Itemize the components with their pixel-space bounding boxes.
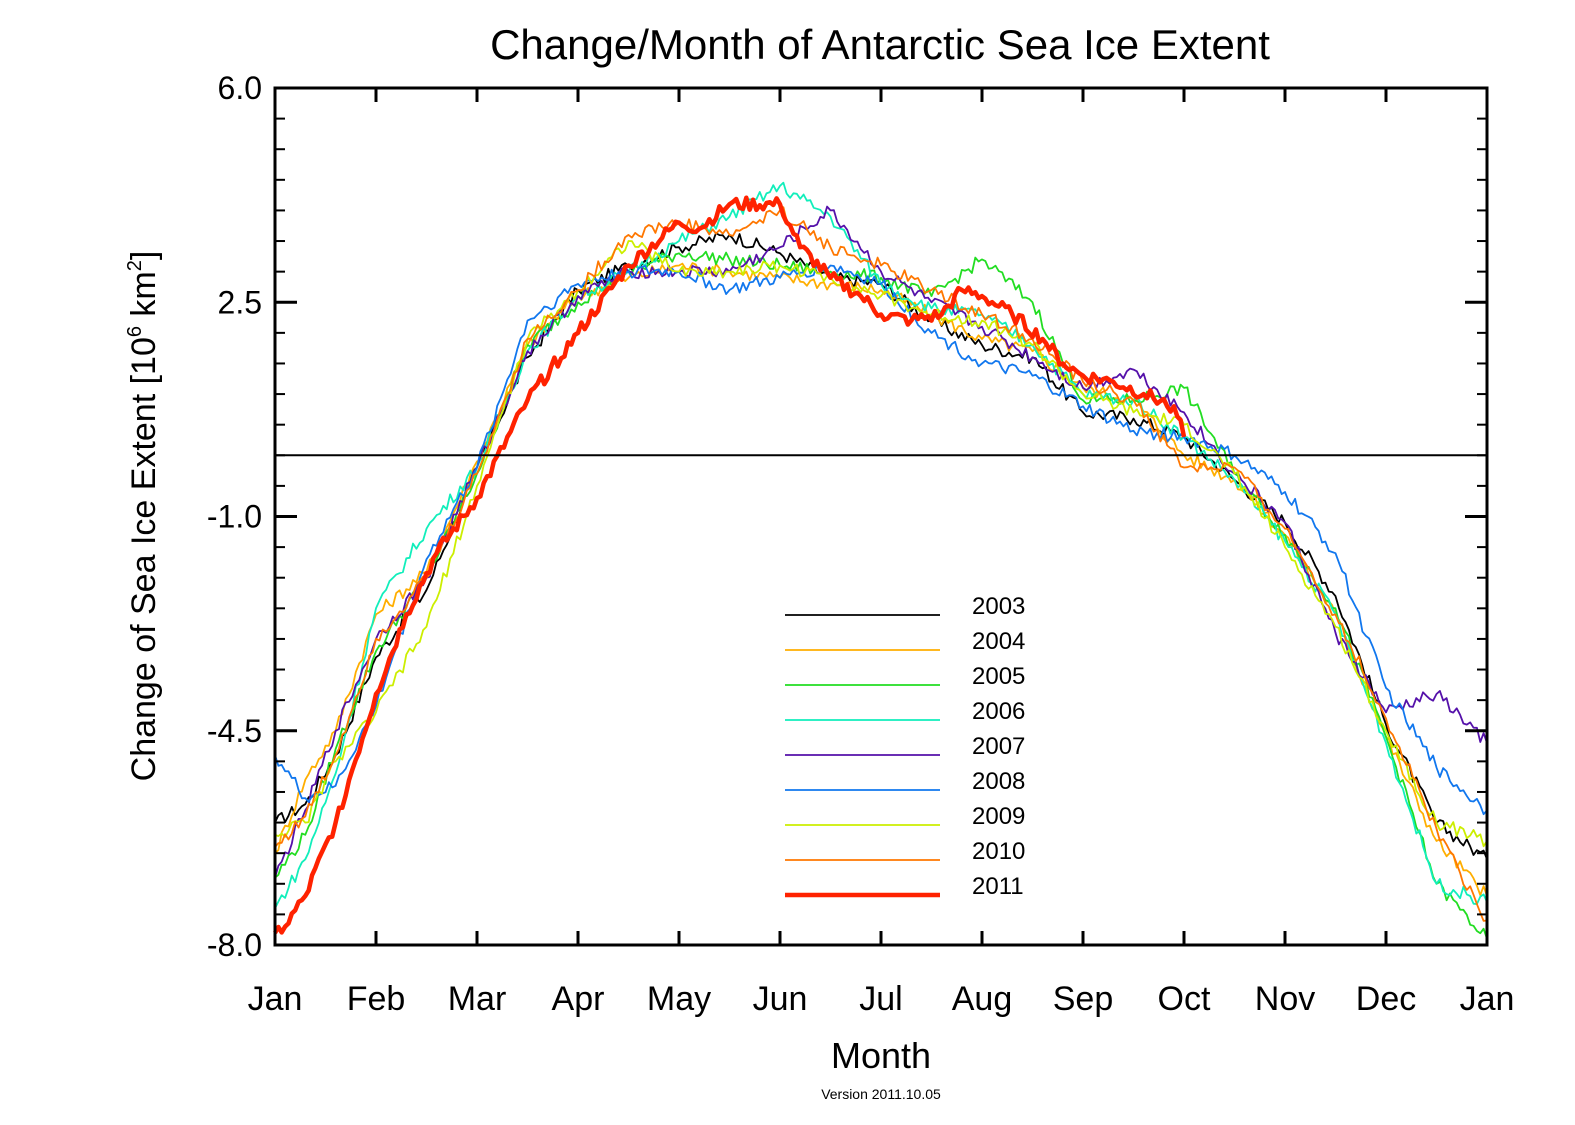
y-axis-label-close: ] (125, 251, 163, 260)
y-axis-label: Change of Sea Ice Extent [106 km2] (124, 251, 163, 782)
y-axis-label-text: Change of Sea Ice Extent [10 (125, 337, 163, 781)
series-line-2007 (274, 205, 1488, 878)
y-axis: 6.0 2.5 -1.0 -4.5 -8.0 (207, 70, 1487, 963)
series-line-2004 (274, 262, 1488, 897)
series-line-2009 (274, 240, 1488, 848)
legend-label-2010: 2010 (972, 838, 1025, 865)
x-tick-label: Dec (1356, 980, 1416, 1018)
x-tick-label: Feb (347, 980, 406, 1018)
series-line-2011 (273, 195, 1187, 935)
series-layer (273, 181, 1488, 940)
legend: 2003 2004 2005 2006 2007 2008 2009 2010 2011 (785, 593, 1025, 900)
legend-label-2004: 2004 (972, 628, 1025, 655)
version-note: Version 2011.10.05 (821, 1086, 941, 1102)
x-tick-label: Oct (1158, 980, 1211, 1018)
x-axis-label: Month (831, 1035, 931, 1076)
y-axis-label-exponent: 6 (124, 326, 146, 337)
x-tick-label: Apr (552, 980, 605, 1018)
legend-label-2003: 2003 (972, 593, 1025, 620)
x-tick-label: Jun (753, 980, 808, 1018)
series-line-2008 (274, 262, 1488, 816)
y-axis-label-square: 2 (124, 260, 146, 271)
x-tick-label: Aug (952, 980, 1013, 1018)
x-tick-label: Nov (1255, 980, 1315, 1018)
legend-label-2006: 2006 (972, 698, 1025, 725)
x-tick-label: Jan (1460, 980, 1515, 1018)
x-tick-label: Jul (859, 980, 902, 1018)
legend-label-2011: 2011 (972, 873, 1024, 900)
y-tick-label: -8.0 (207, 927, 262, 963)
legend-label-2007: 2007 (972, 733, 1025, 760)
chart-title: Change/Month of Antarctic Sea Ice Extent (490, 21, 1270, 68)
y-tick-label: 6.0 (218, 70, 262, 106)
y-axis-label-unit: km (125, 271, 163, 326)
x-tick-label: Mar (448, 980, 507, 1018)
series-line-2010 (274, 206, 1488, 922)
series-line-2005 (274, 250, 1488, 940)
series-line-2003 (274, 232, 1488, 860)
x-tick-label: May (647, 980, 711, 1018)
y-tick-label: 2.5 (218, 284, 262, 320)
y-tick-label: -4.5 (207, 713, 262, 749)
x-tick-label: Sep (1053, 980, 1114, 1018)
legend-label-2005: 2005 (972, 663, 1025, 690)
series-line-2006 (274, 181, 1488, 909)
plot-frame (273, 86, 1489, 947)
legend-label-2008: 2008 (972, 768, 1025, 795)
x-axis: Jan Feb Mar Apr May Jun Jul Aug Sep Oct Nov Dec Jan (248, 88, 1515, 1018)
legend-label-2009: 2009 (972, 803, 1025, 830)
y-tick-label: -1.0 (207, 499, 262, 535)
x-tick-label: Jan (248, 980, 303, 1018)
